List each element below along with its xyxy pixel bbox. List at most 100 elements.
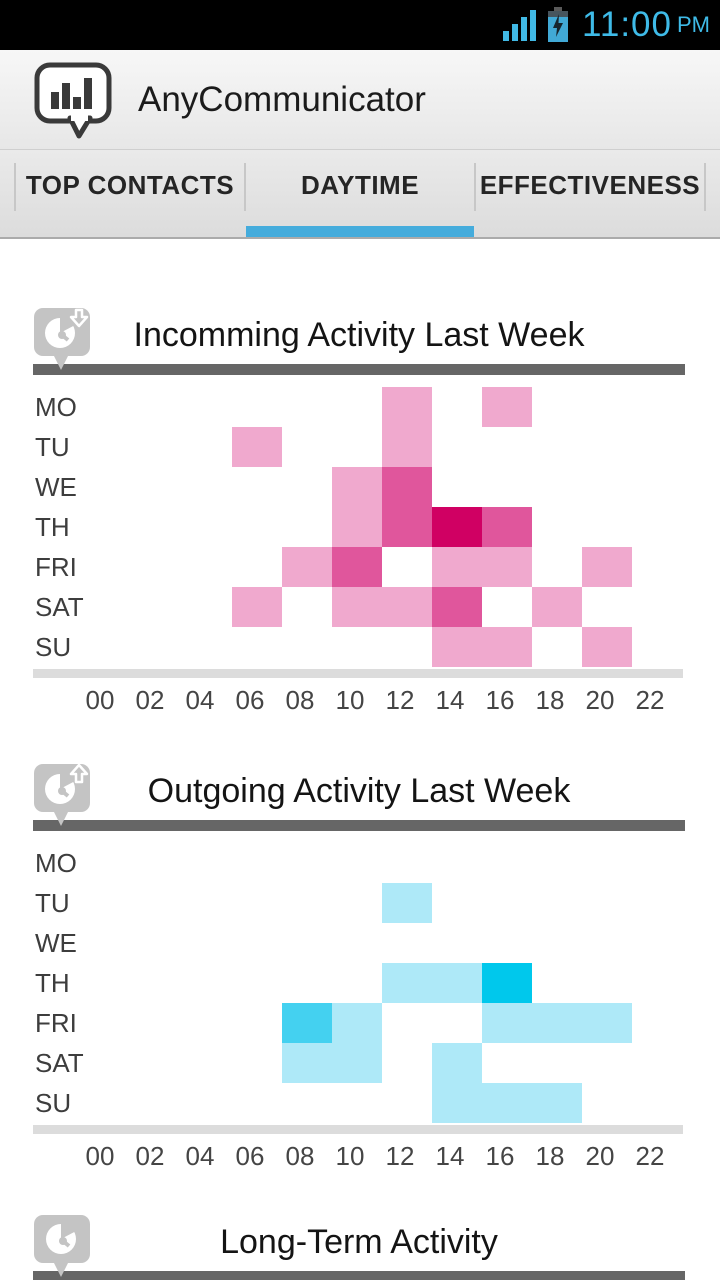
heatmap-cell (532, 627, 582, 667)
x-tick-label: 00 (85, 1141, 115, 1171)
heatmap-cell (482, 627, 532, 667)
heatmap-cell (182, 467, 232, 507)
heatmap-cell (532, 963, 582, 1003)
heatmap-cell (82, 843, 132, 883)
long-term-activity-section: Long-Term Activity (33, 1214, 685, 1280)
heatmap-cell (232, 547, 282, 587)
x-tick-label: 22 (635, 1141, 665, 1171)
heatmap-cell (582, 467, 632, 507)
section-header: Outgoing Activity Last Week (33, 763, 685, 826)
heatmap-row-fri: FRI (33, 547, 685, 587)
heatmap-cell (582, 1043, 632, 1083)
tab-divider (474, 163, 476, 211)
heatmap-cell (132, 587, 182, 627)
tab-divider (244, 163, 246, 211)
heatmap-cell (582, 963, 632, 1003)
heatmap-cell (332, 883, 382, 923)
tab-divider (14, 163, 16, 211)
heatmap-cell (132, 627, 182, 667)
heatmap-cell (432, 427, 482, 467)
x-tick-label: 10 (335, 685, 365, 715)
heatmap-cell (482, 507, 532, 547)
day-label: TH (35, 511, 70, 542)
heatmap-cell (632, 843, 682, 883)
heatmap-row-we: WE (33, 467, 685, 507)
heatmap-cell (532, 1043, 582, 1083)
heatmap-cell (232, 1083, 282, 1123)
x-tick-label: 14 (435, 1141, 465, 1171)
heatmap-cell (332, 923, 382, 963)
heatmap-cell (132, 923, 182, 963)
heatmap-cell (232, 843, 282, 883)
chart-title: Incomming Activity Last Week (133, 316, 585, 354)
tab-bar: TOP CONTACTS DAYTIME EFFECTIVENESS (0, 150, 720, 239)
heatmap-cell (632, 883, 682, 923)
heatmap-row-th: TH (33, 507, 685, 547)
heatmap-cell (432, 923, 482, 963)
tab-daytime[interactable]: DAYTIME (246, 150, 474, 237)
x-tick-label: 06 (235, 1141, 265, 1171)
heatmap-cell (382, 507, 432, 547)
bar-chart-speech-bubble-icon (34, 62, 112, 138)
heatmap-row-sat: SAT (33, 1043, 685, 1083)
heatmap-cell (232, 883, 282, 923)
heatmap-cell (132, 467, 182, 507)
x-tick-label: 12 (385, 1141, 415, 1171)
heatmap-cell (532, 923, 582, 963)
heatmap-cell (432, 507, 482, 547)
heatmap-cell (532, 547, 582, 587)
heatmap-cell (332, 387, 382, 427)
heatmap-cell (532, 843, 582, 883)
heatmap-cell (182, 627, 232, 667)
day-label: SU (35, 631, 72, 662)
heatmap-cell (382, 843, 432, 883)
heatmap-cell (332, 1043, 382, 1083)
heatmap-cell (532, 883, 582, 923)
heatmap-cell (632, 1003, 682, 1043)
tab-top-contacts[interactable]: TOP CONTACTS (25, 170, 235, 200)
heatmap-cell (382, 427, 432, 467)
heatmap-cell (332, 1083, 382, 1123)
heatmap-row-su: SU (33, 1083, 685, 1123)
x-tick-label: 02 (135, 685, 165, 715)
heatmap-cell (632, 427, 682, 467)
heatmap-cell (182, 507, 232, 547)
outgoing-activity-section: Outgoing Activity Last Week MO TU WE TH FRI S… (33, 763, 685, 1171)
heatmap-cell (532, 587, 582, 627)
heatmap-cell (232, 963, 282, 1003)
heatmap-cell (82, 627, 132, 667)
heatmap-cell (82, 587, 132, 627)
heatmap-cell (282, 963, 332, 1003)
heatmap-cell (332, 467, 382, 507)
section-rule (33, 1271, 685, 1280)
heatmap-cell (482, 587, 532, 627)
heatmap-row-tu: TU (33, 427, 685, 467)
heatmap-cell (232, 627, 282, 667)
heatmap-cell (82, 1003, 132, 1043)
heatmap-cell (482, 427, 532, 467)
tab-effectiveness[interactable]: EFFECTIVENESS (479, 170, 701, 200)
day-label: SU (35, 1087, 72, 1118)
x-tick-label: 16 (485, 1141, 515, 1171)
heatmap-cell (382, 547, 432, 587)
heatmap-row-fri: FRI (33, 1003, 685, 1043)
section-header: Incomming Activity Last Week (33, 307, 685, 370)
x-tick-label: 08 (285, 1141, 315, 1171)
heatmap-cell (382, 923, 432, 963)
heatmap-cell (82, 963, 132, 1003)
heatmap-cell (532, 507, 582, 547)
heatmap-cell (532, 467, 582, 507)
heatmap-cell (532, 1083, 582, 1123)
heatmap-row-we: WE (33, 923, 685, 963)
heatmap-cell (382, 1083, 432, 1123)
heatmap-cell (232, 1043, 282, 1083)
heatmap-cell (182, 843, 232, 883)
x-axis-ticks: 00 02 04 06 08 10 12 14 16 18 20 22 (75, 685, 685, 715)
heatmap-cell (232, 507, 282, 547)
clock-arrow-up-bubble-icon (34, 763, 90, 826)
heatmap-cell (632, 547, 682, 587)
x-tick-label: 14 (435, 685, 465, 715)
heatmap-cell (432, 883, 482, 923)
section-rule (33, 364, 685, 375)
heatmap-row-su: SU (33, 627, 685, 667)
